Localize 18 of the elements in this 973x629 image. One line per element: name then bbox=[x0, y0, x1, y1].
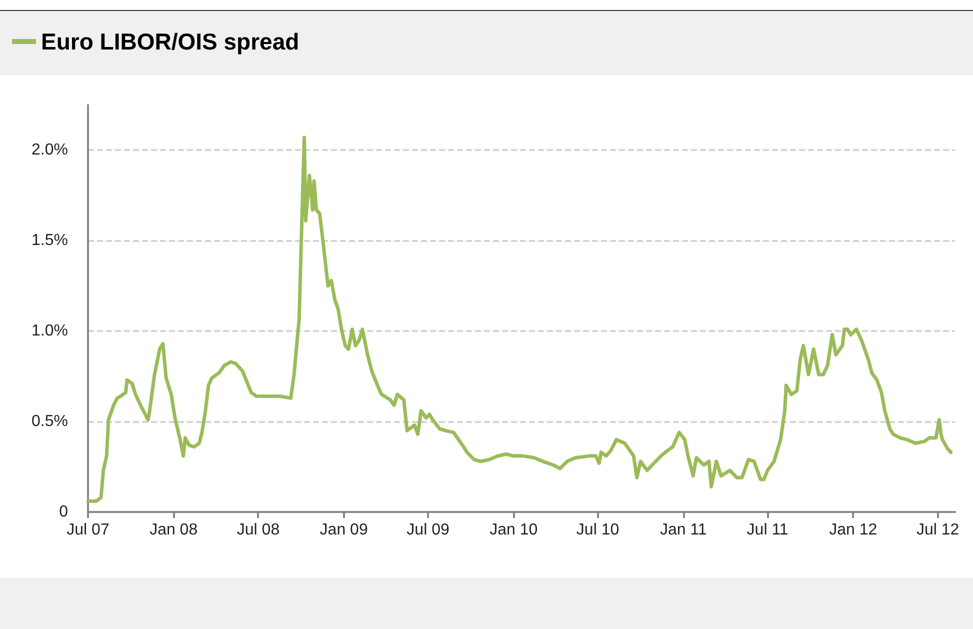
x-tick-label: Jan 10 bbox=[490, 522, 538, 538]
x-tick-label: Jul 11 bbox=[746, 522, 788, 538]
y-tick-label: 0 bbox=[59, 504, 68, 520]
x-tick-label: Jul 12 bbox=[916, 522, 960, 538]
x-tick-label: Jan 09 bbox=[320, 522, 368, 538]
x-tick-label: Jan 12 bbox=[829, 522, 878, 538]
x-tick-label: Jan 11 bbox=[660, 522, 707, 538]
x-tick-label: Jul 07 bbox=[66, 522, 110, 538]
legend-label: Euro LIBOR/OIS spread bbox=[41, 28, 300, 54]
x-tick-label: Jul 08 bbox=[236, 522, 280, 538]
y-tick-label: 0.5% bbox=[32, 413, 68, 430]
y-tick-label: 2.0% bbox=[32, 142, 68, 159]
y-tick-label: 1.5% bbox=[32, 232, 68, 250]
line-series bbox=[86, 136, 953, 503]
y-tick-label: 1.0% bbox=[32, 322, 68, 340]
x-tick-label: Jan 08 bbox=[150, 522, 198, 538]
x-tick-label: Jul 10 bbox=[576, 522, 620, 538]
x-tick-label: Jul 09 bbox=[406, 522, 450, 538]
